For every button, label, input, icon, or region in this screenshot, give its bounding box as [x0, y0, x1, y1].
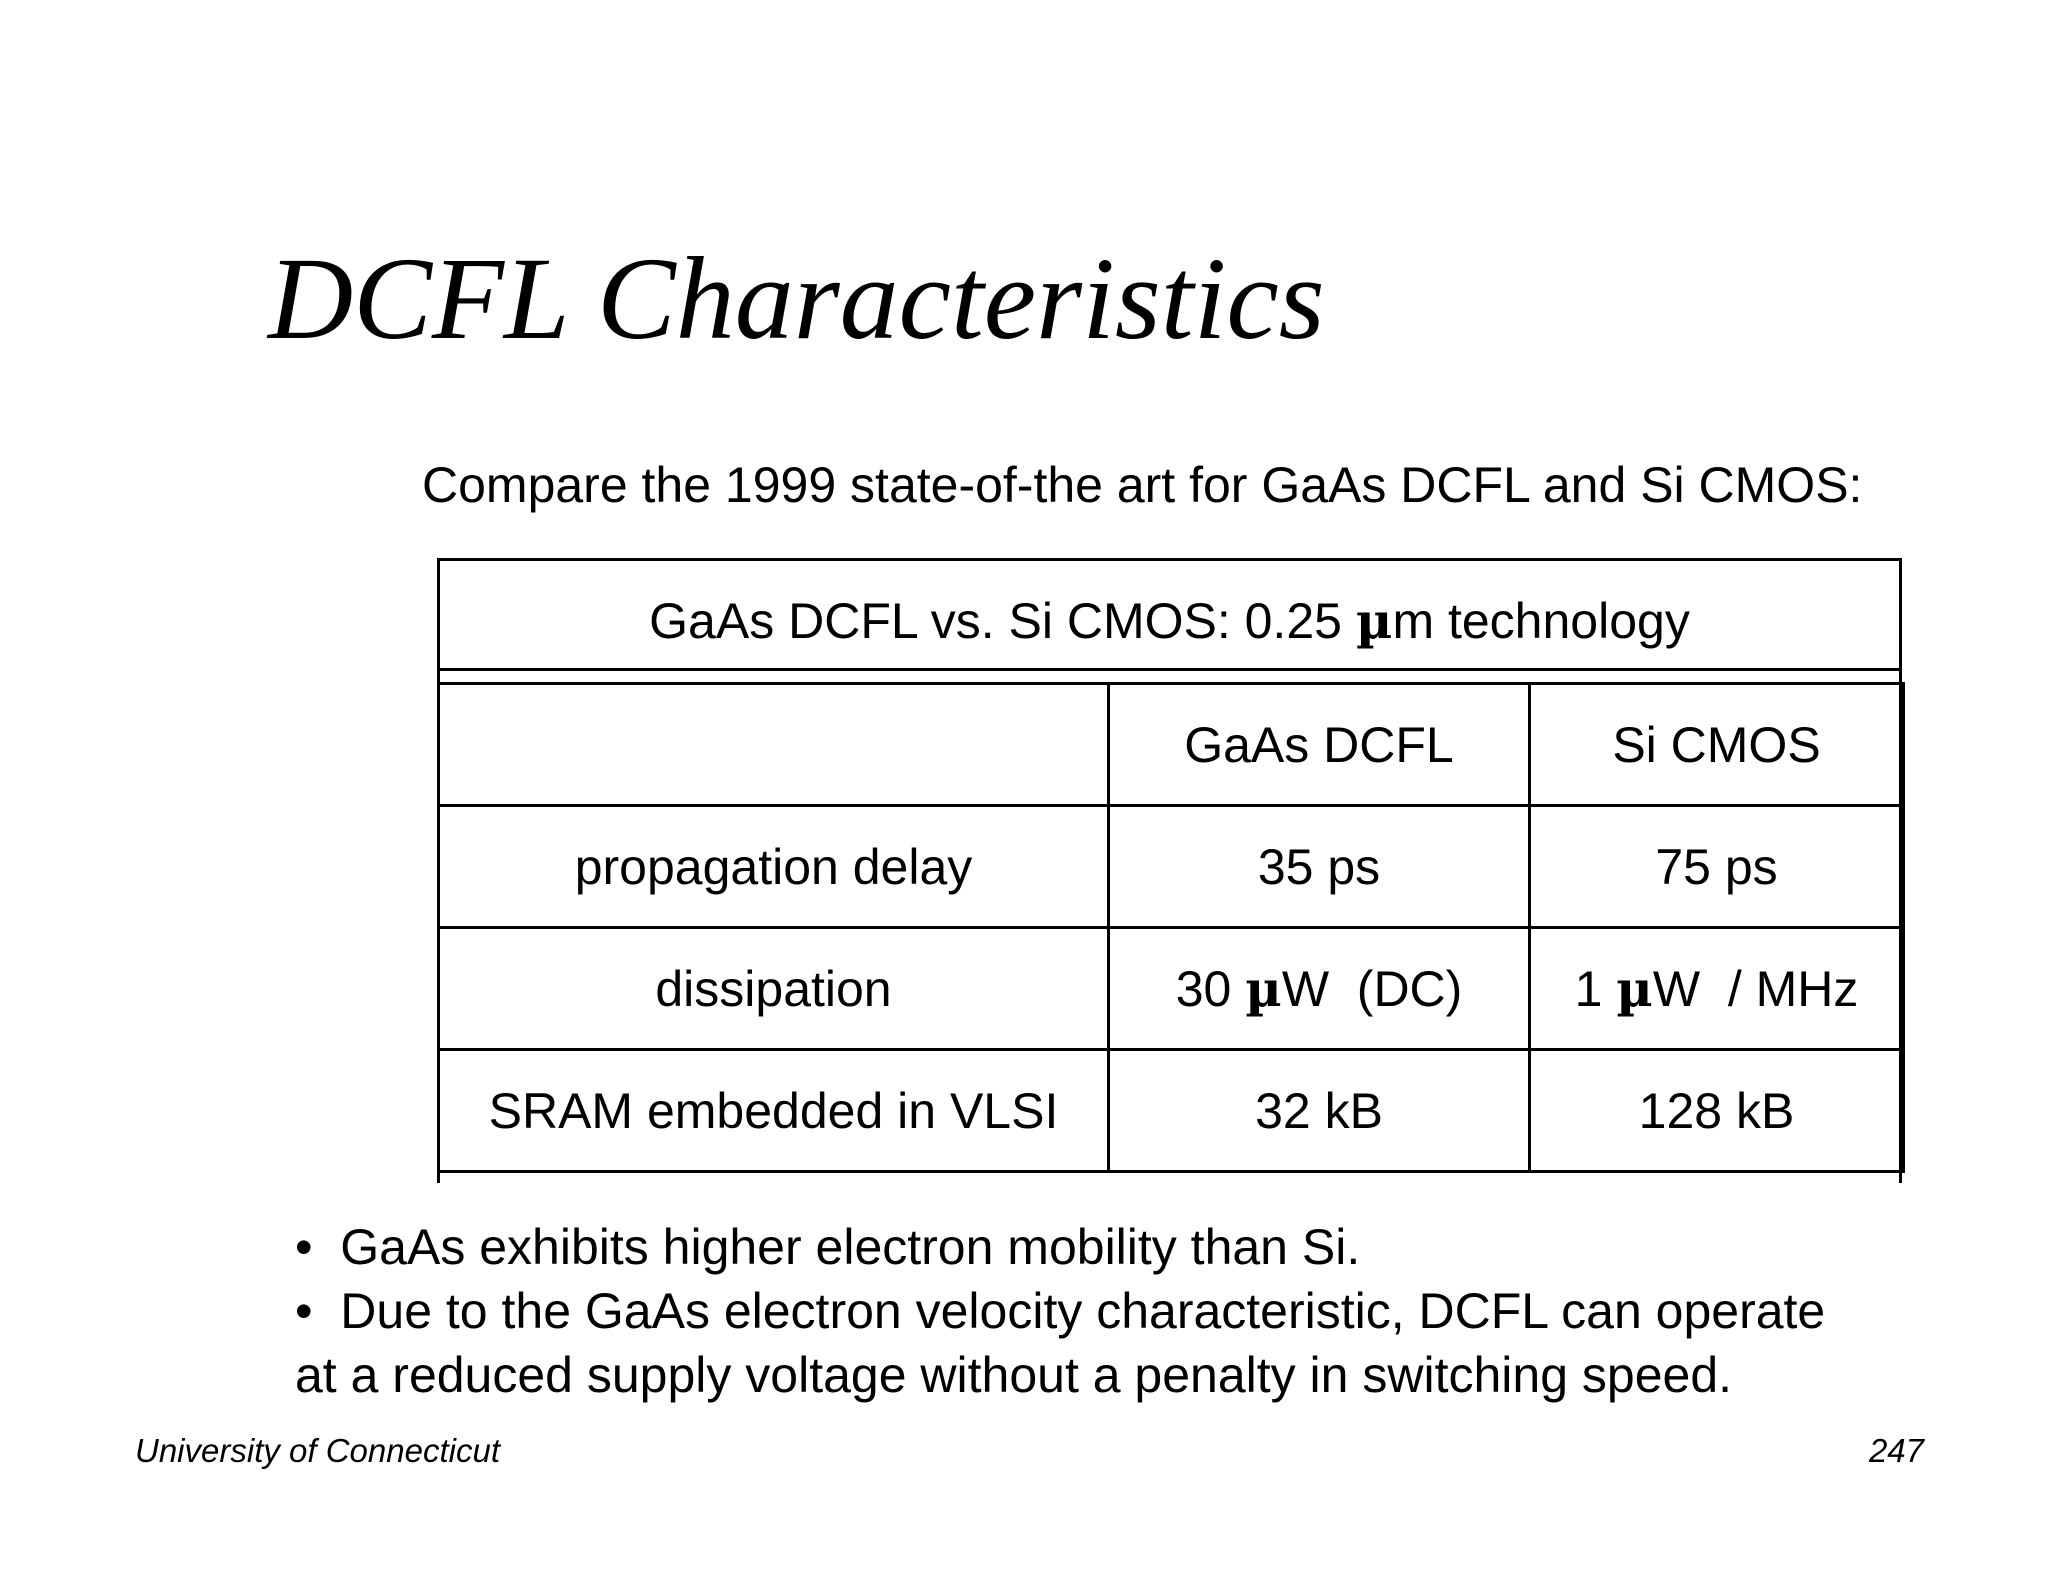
- comparison-table: GaAs DCFL Si CMOS propagation delay 35 p…: [437, 682, 1905, 1173]
- bullet-item: • Due to the GaAs electron velocity char…: [295, 1283, 1826, 1339]
- header-gaas-dcfl: GaAs DCFL: [1107, 682, 1531, 807]
- row-label: propagation delay: [437, 804, 1110, 929]
- footer-page-number: 247: [1868, 1432, 1924, 1469]
- mu-symbol: µ: [1245, 958, 1282, 1018]
- bullet-continuation: at a reduced supply voltage without a pe…: [295, 1347, 1733, 1403]
- header-empty: [437, 682, 1110, 807]
- cell-si: 75 ps: [1528, 804, 1905, 929]
- cell-gaas: 32 kB: [1107, 1048, 1531, 1173]
- slide-title: DCFL Characteristics: [268, 233, 1325, 364]
- table-top-border: [437, 558, 1902, 561]
- slide-subtitle: Compare the 1999 state-of-the art for Ga…: [422, 457, 1863, 513]
- footer-institution: University of Connecticut: [135, 1432, 500, 1469]
- cell-si: 128 kB: [1528, 1048, 1905, 1173]
- mu-symbol: µ: [1616, 958, 1653, 1018]
- cell-gaas: 35 ps: [1107, 804, 1531, 929]
- table-header-row: GaAs DCFL Si CMOS: [437, 682, 1905, 807]
- row-label: dissipation: [437, 926, 1110, 1051]
- cell-si: 1 µW / MHz: [1528, 926, 1905, 1051]
- header-si-cmos: Si CMOS: [1528, 682, 1905, 807]
- cell-gaas: 30 µW (DC): [1107, 926, 1531, 1051]
- table-caption-divider: [437, 668, 1902, 671]
- bullet-item: • GaAs exhibits higher electron mobility…: [295, 1219, 1361, 1275]
- table-row: SRAM embedded in VLSI 32 kB 128 kB: [437, 1048, 1905, 1173]
- bullet-list: • GaAs exhibits higher electron mobility…: [295, 1215, 1995, 1407]
- mu-symbol: µ: [1355, 591, 1393, 650]
- table-row: propagation delay 35 ps 75 ps: [437, 804, 1905, 929]
- table-caption: GaAs DCFL vs. Si CMOS: 0.25 µm technolog…: [649, 591, 1690, 650]
- table-row: dissipation 30 µW (DC) 1 µW / MHz: [437, 926, 1905, 1051]
- row-label: SRAM embedded in VLSI: [437, 1048, 1110, 1173]
